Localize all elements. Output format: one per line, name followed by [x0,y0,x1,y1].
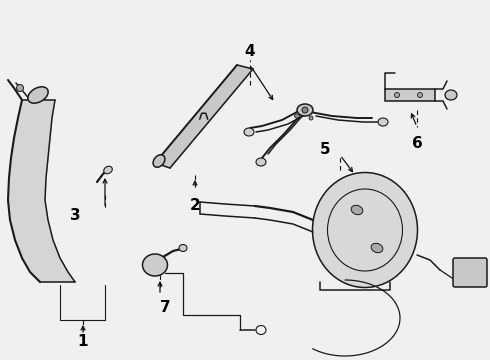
Ellipse shape [351,205,363,215]
Text: 1: 1 [78,334,88,350]
Ellipse shape [179,244,187,252]
Ellipse shape [256,158,266,166]
Text: 3: 3 [70,207,80,222]
Ellipse shape [313,172,417,288]
Text: 4: 4 [245,45,255,59]
Ellipse shape [244,128,254,136]
Ellipse shape [297,104,313,116]
Ellipse shape [309,116,313,120]
Ellipse shape [378,118,388,126]
Text: 2: 2 [190,198,200,212]
Ellipse shape [417,93,422,98]
FancyBboxPatch shape [453,258,487,287]
Bar [385,89,435,101]
Ellipse shape [153,155,165,167]
Ellipse shape [445,90,457,100]
Ellipse shape [302,107,308,113]
Ellipse shape [143,254,168,276]
Text: 7: 7 [160,301,171,315]
Ellipse shape [28,87,48,103]
Ellipse shape [394,93,399,98]
Polygon shape [155,65,253,168]
Text: 6: 6 [412,135,422,150]
Ellipse shape [104,166,112,174]
Ellipse shape [371,243,383,253]
Polygon shape [8,100,75,282]
Ellipse shape [294,114,299,118]
Text: 5: 5 [319,143,330,158]
Ellipse shape [17,85,24,91]
